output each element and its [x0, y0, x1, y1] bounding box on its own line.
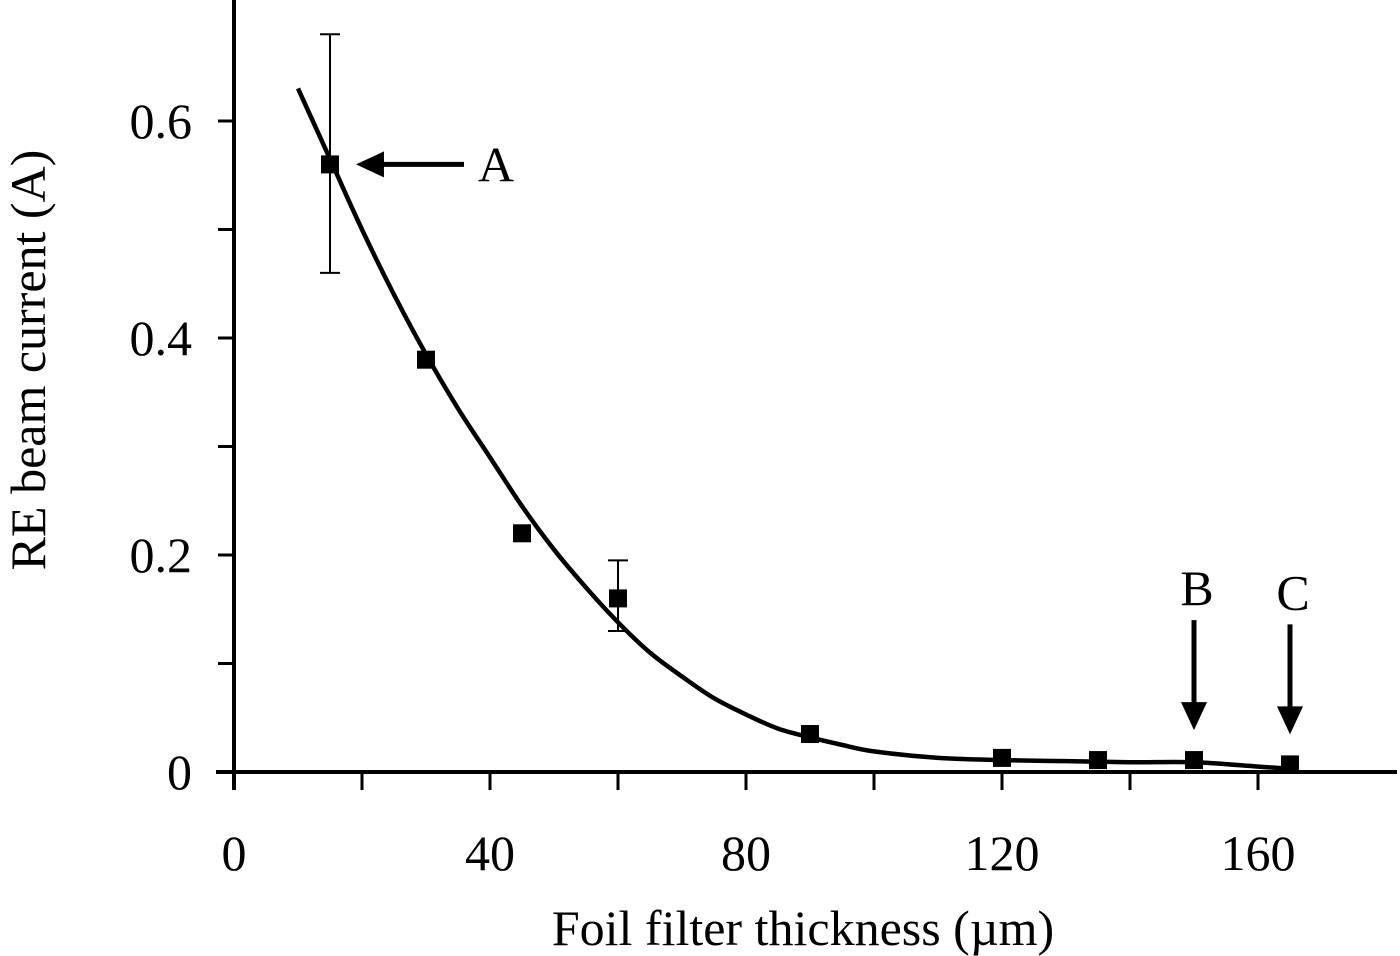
fit-curve [295, 87, 1291, 771]
y-axis-label: RE beam current (A) [0, 150, 56, 571]
arrow-left-icon [356, 151, 384, 178]
arrow-down-icon [1181, 702, 1207, 731]
x-tick-label: 40 [465, 825, 515, 881]
x-tick-label: 80 [721, 825, 771, 881]
y-tick-label: 0.6 [130, 93, 193, 149]
data-point-square [993, 748, 1011, 767]
data-point-square [417, 350, 435, 369]
data-point-square [1089, 751, 1107, 770]
data-point-square [801, 725, 819, 744]
x-tick-label: 160 [1221, 825, 1296, 881]
annotation-label-c: C [1276, 564, 1309, 620]
data-point-square [1185, 751, 1203, 770]
x-tick-label: 0 [222, 825, 247, 881]
data-point-square [321, 155, 339, 174]
x-axis-label: Foil filter thickness (µm) [552, 900, 1054, 956]
error-bars [320, 33, 628, 632]
arrow-down-icon [1277, 706, 1303, 735]
data-point-square [1281, 755, 1299, 774]
x-tick-label: 120 [965, 825, 1040, 881]
data-points [321, 155, 1299, 774]
annotation-label-b: B [1180, 560, 1213, 616]
annotation-label-a: A [478, 136, 514, 192]
axes: 0 40 80 120 160 0 0.2 0.4 0.6 [130, 0, 1397, 881]
y-tick-label: 0.2 [130, 527, 193, 583]
annotations: A B C [356, 136, 1310, 735]
fit-curve-path [295, 87, 1291, 771]
data-point-square [513, 524, 531, 543]
y-tick-label: 0 [167, 744, 192, 800]
data-point-square [609, 589, 627, 608]
y-tick-label: 0.4 [130, 310, 193, 366]
